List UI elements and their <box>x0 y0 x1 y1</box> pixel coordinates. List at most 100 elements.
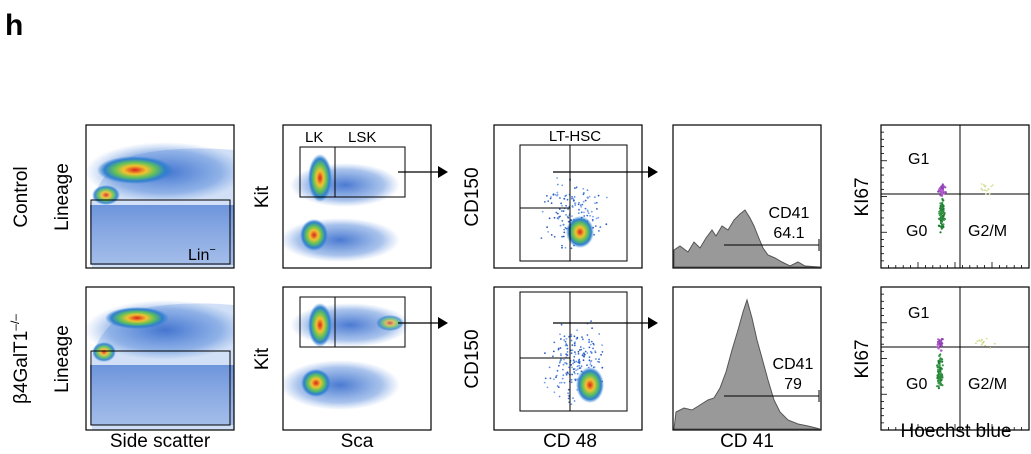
event-dot <box>573 355 576 358</box>
event-dot <box>562 224 565 226</box>
event-dot <box>990 185 993 188</box>
event-dot <box>937 385 940 388</box>
event-dot <box>570 349 572 352</box>
lsk-label: LSK <box>348 129 376 146</box>
event-dot <box>556 193 559 196</box>
event-dot <box>573 196 576 198</box>
event-dot <box>937 359 940 363</box>
event-dot <box>592 347 594 350</box>
event-dot <box>597 216 600 219</box>
event-dot <box>574 202 577 205</box>
event-dot <box>559 347 562 349</box>
event-dot <box>546 226 548 229</box>
lineage-ylabel-control: Lineage <box>52 163 73 231</box>
event-dot <box>982 340 985 343</box>
cd150-cd48-panel-control: LT-HSC <box>493 124 658 269</box>
event-dot <box>578 358 581 361</box>
quadrant-g0-control: G0 <box>906 223 927 240</box>
event-dot <box>562 210 565 213</box>
event-dot <box>597 194 600 197</box>
event-dot <box>562 368 564 371</box>
event-dot <box>559 224 562 227</box>
event-dot <box>601 344 603 346</box>
event-dot <box>588 359 591 362</box>
event-dot <box>587 210 589 213</box>
event-dot <box>598 358 600 361</box>
event-dot <box>942 214 945 218</box>
event-dot <box>564 340 567 343</box>
event-dot <box>592 342 595 345</box>
event-dot <box>589 350 592 353</box>
event-dot <box>543 201 546 203</box>
event-dot <box>986 189 988 192</box>
event-dot <box>574 204 577 207</box>
panel-letter: h <box>5 9 23 42</box>
event-dot <box>598 361 600 363</box>
event-dot <box>584 207 587 210</box>
event-dot <box>552 350 555 353</box>
event-dot <box>577 212 580 215</box>
event-dot <box>582 338 584 341</box>
cd41-gate-value-control: 64.1 <box>773 225 804 242</box>
event-dot <box>557 347 560 350</box>
event-dot <box>572 368 575 371</box>
event-dot <box>938 342 942 345</box>
event-dot <box>593 366 596 368</box>
event-dot <box>939 231 942 234</box>
event-dot <box>576 368 579 371</box>
event-dot <box>941 226 944 229</box>
event-dot <box>936 376 939 380</box>
event-dot <box>590 352 593 354</box>
event-dot <box>579 204 582 207</box>
event-dot <box>565 362 568 365</box>
event-dot <box>560 358 562 361</box>
event-dot <box>565 194 568 197</box>
event-dot <box>552 193 555 196</box>
event-dot <box>588 338 590 341</box>
event-dot <box>942 207 945 210</box>
event-dot <box>594 225 597 228</box>
event-dot <box>573 400 576 402</box>
event-dot <box>589 343 592 346</box>
event-dot <box>982 183 985 186</box>
event-dot <box>936 374 939 377</box>
event-dot <box>586 364 588 367</box>
event-dot <box>583 353 586 356</box>
event-dot <box>981 189 984 192</box>
event-dot <box>563 335 566 338</box>
event-dot <box>556 177 558 179</box>
event-dot <box>570 378 573 381</box>
event-dot <box>556 183 559 186</box>
event-dot <box>571 215 573 218</box>
event-dot <box>560 202 562 205</box>
event-dot <box>559 381 561 384</box>
event-dot <box>938 188 941 191</box>
event-dot <box>565 372 568 375</box>
event-dot <box>577 361 580 364</box>
event-dot <box>991 184 994 187</box>
event-dot <box>941 198 944 201</box>
event-dot <box>567 366 570 369</box>
event-dot <box>556 385 559 387</box>
event-dot <box>561 184 564 187</box>
event-dot <box>587 212 590 215</box>
event-dot <box>574 353 577 355</box>
event-dot <box>561 244 563 247</box>
event-dot <box>988 192 991 195</box>
event-dot <box>588 346 591 349</box>
event-dot <box>550 234 553 236</box>
event-dot <box>940 194 943 197</box>
event-dot <box>596 208 598 210</box>
kit-sca-panel-control: LK LSK <box>282 124 448 269</box>
event-dot <box>941 218 944 221</box>
event-dot <box>592 215 594 218</box>
event-dot <box>941 360 944 363</box>
event-dot <box>583 211 585 214</box>
event-dot <box>558 364 560 367</box>
event-dot <box>576 336 579 339</box>
event-dot <box>558 395 561 398</box>
event-dot <box>590 364 593 367</box>
event-dot <box>561 204 563 207</box>
event-dot <box>584 199 587 202</box>
event-dot <box>579 346 582 348</box>
